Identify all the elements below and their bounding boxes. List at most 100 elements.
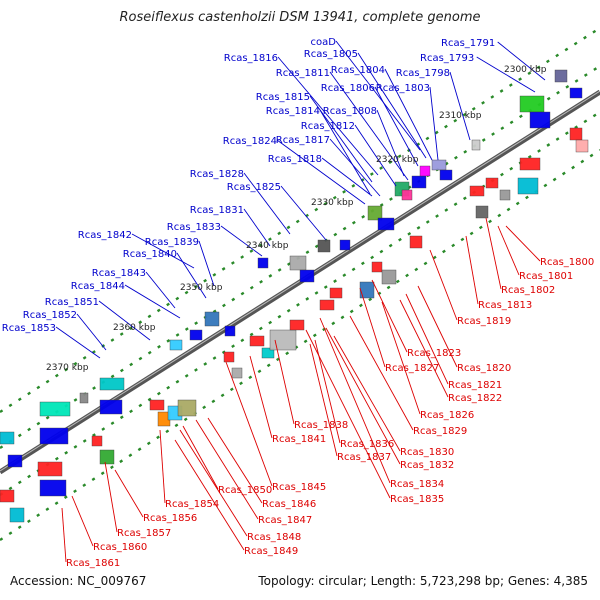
leader-line-forward: [98, 300, 151, 341]
gene-label-rcas-1852: Rcas_1852: [23, 310, 77, 321]
gene-feature-40: [231, 367, 243, 379]
gene-label-rcas-1813: Rcas_1813: [478, 300, 532, 311]
leader-line-reverse: [182, 425, 219, 490]
gene-label-rcas-1821: Rcas_1821: [448, 380, 502, 391]
gene-feature-43: [269, 329, 297, 351]
leader-line-forward: [198, 240, 215, 287]
leader-line-reverse: [159, 429, 166, 504]
reverse-outer-track: [0, 148, 600, 542]
gene-feature-28: [569, 87, 583, 99]
gene-label-rcas-1842: Rcas_1842: [78, 230, 132, 241]
gene-label-rcas-1856: Rcas_1856: [143, 513, 197, 524]
leader-line-forward: [497, 41, 546, 81]
gene-label-rcas-1812: Rcas_1812: [301, 121, 355, 132]
leader-line-forward: [124, 284, 181, 319]
gene-label-rcas-1820: Rcas_1820: [457, 363, 511, 374]
gene-feature-56: [519, 157, 541, 171]
accession-label: Accession: NC_009767: [10, 574, 147, 588]
gene-feature-14: [317, 239, 331, 253]
gene-label-rcas-1846: Rcas_1846: [262, 499, 316, 510]
gene-feature-26: [529, 111, 551, 129]
gene-feature-0: [0, 431, 15, 445]
gene-feature-2: [39, 401, 71, 417]
gene-feature-41: [249, 335, 265, 347]
gene-label-rcas-1814: Rcas_1814: [266, 106, 320, 117]
leader-line-reverse: [359, 287, 386, 368]
leader-line-forward: [321, 157, 373, 197]
gene-label-rcas-1802: Rcas_1802: [501, 285, 555, 296]
gene-feature-8: [189, 329, 203, 341]
gene-label-rcas-1817: Rcas_1817: [276, 135, 330, 146]
gene-feature-54: [499, 189, 511, 201]
gene-feature-46: [329, 287, 343, 299]
gene-feature-3: [39, 427, 69, 445]
leader-line-reverse: [371, 279, 408, 353]
genome-title: Roseiflexus castenholzii DSM 13941, comp…: [119, 10, 481, 25]
gene-label-rcas-1860: Rcas_1860: [93, 542, 147, 553]
gene-feature-13: [299, 269, 315, 283]
leader-line-reverse: [114, 469, 144, 518]
leader-line-forward: [220, 225, 263, 257]
leader-line-reverse: [195, 419, 259, 520]
gene-feature-20: [411, 175, 427, 189]
gene-feature-21: [419, 165, 431, 177]
gene-feature-57: [569, 127, 583, 141]
leader-line-reverse: [174, 439, 245, 551]
leader-line-forward: [449, 71, 471, 141]
scale-label: 2330 kbp: [311, 198, 354, 208]
gene-label-rcas-1822: Rcas_1822: [448, 393, 502, 404]
gene-feature-58: [575, 139, 589, 153]
gene-feature-30: [9, 507, 25, 523]
gene-label-rcas-1857: Rcas_1857: [117, 528, 171, 539]
gene-feature-33: [91, 435, 103, 447]
leader-line-forward: [243, 172, 291, 235]
gene-label-rcas-1830: Rcas_1830: [400, 447, 454, 458]
gene-label-rcas-1832: Rcas_1832: [400, 460, 454, 471]
leader-line-forward: [131, 233, 195, 269]
leader-line-forward: [335, 40, 421, 151]
gene-feature-17: [377, 217, 395, 231]
leader-line-forward: [277, 56, 379, 176]
leader-line-reverse: [381, 301, 421, 415]
gene-feature-31: [37, 461, 63, 477]
gene-feature-16: [367, 205, 383, 221]
leader-line-reverse: [71, 495, 94, 547]
gene-feature-7: [169, 339, 183, 351]
leader-line-forward: [374, 86, 419, 167]
scale-label: 2350 kbp: [180, 283, 223, 293]
gene-label-rcas-1827: Rcas_1827: [385, 363, 439, 374]
gene-label-rcas-1815: Rcas_1815: [256, 92, 310, 103]
gene-label-rcas-1805: Rcas_1805: [304, 49, 358, 60]
gene-label-rcas-1816: Rcas_1816: [224, 53, 278, 64]
leader-line-forward: [319, 109, 371, 195]
gene-label-rcas-1844: Rcas_1844: [71, 281, 125, 292]
scale-label: 2360 kbp: [113, 323, 156, 333]
gene-feature-4: [79, 392, 89, 404]
gene-label-rcas-1839: Rcas_1839: [145, 237, 199, 248]
gene-label-rcas-1853: Rcas_1853: [2, 323, 56, 334]
gene-feature-47: [359, 281, 375, 299]
gene-label-rcas-1838: Rcas_1838: [294, 420, 348, 431]
leader-line-reverse: [349, 315, 414, 431]
leader-line-reverse: [309, 343, 338, 457]
gene-feature-22: [431, 159, 447, 171]
scale-label: 2340 kbp: [246, 241, 289, 251]
gene-feature-19: [401, 189, 413, 201]
gene-label-rcas-1800: Rcas_1800: [540, 257, 594, 268]
leader-line-forward: [280, 185, 327, 241]
leader-line-forward: [384, 68, 433, 161]
gene-label-rcas-1801: Rcas_1801: [519, 271, 573, 282]
scale-label: 2300 kbp: [504, 65, 547, 75]
gene-label-rcas-1849: Rcas_1849: [244, 546, 298, 557]
topology-summary: Topology: circular; Length: 5,723,298 bp…: [258, 574, 588, 588]
gene-label-rcas-1840: Rcas_1840: [123, 249, 177, 260]
gene-label-rcas-1841: Rcas_1841: [272, 434, 326, 445]
gene-feature-38: [177, 399, 197, 417]
gene-label-rcas-1808: Rcas_1808: [323, 106, 377, 117]
leader-line-reverse: [325, 327, 401, 465]
leader-line-forward: [329, 71, 409, 181]
gene-label-rcas-1850: Rcas_1850: [218, 485, 272, 496]
gene-feature-52: [475, 205, 489, 219]
gene-label-rcas-1791: Rcas_1791: [441, 38, 495, 49]
gene-label-rcas-1851: Rcas_1851: [45, 297, 99, 308]
